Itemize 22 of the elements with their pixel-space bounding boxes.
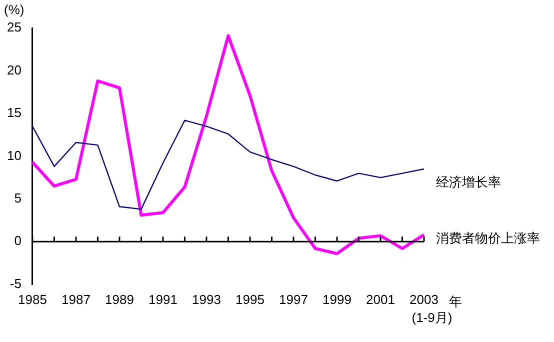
y-tick-label: 10	[6, 148, 22, 163]
x-tick-label: 1993	[192, 292, 221, 307]
y-tick-label: 20	[6, 62, 22, 78]
text: (1-9月)	[412, 310, 452, 325]
y-tick-label: 25	[6, 20, 22, 35]
x-tick-label: 1999	[322, 292, 352, 307]
x-tick-label: 1987	[62, 292, 90, 307]
series-label: 消费者物价上涨率	[436, 230, 540, 246]
x-tick-label: 2001	[366, 292, 395, 307]
y-tick-label: 15	[6, 105, 22, 120]
y-tick-label: -5	[10, 276, 22, 291]
x-tick-label: 1995	[236, 292, 264, 307]
y-tick-label: 5	[14, 190, 22, 206]
series-label: 经济增长率	[436, 174, 501, 190]
y-tick-label: 0	[14, 233, 22, 248]
x-tick-label: 2003	[410, 292, 438, 307]
x-tick-label: 1985	[18, 292, 47, 307]
x-tick-label: 1989	[105, 292, 134, 307]
x-tick-label: 1997	[279, 292, 308, 307]
x-axis-title: 年	[449, 294, 462, 309]
x-tick-label: 1991	[148, 292, 178, 307]
y-axis-title: (%)	[4, 2, 24, 18]
